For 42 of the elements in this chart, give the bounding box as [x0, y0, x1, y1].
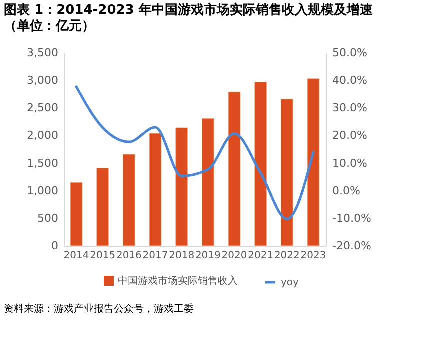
y2-tick-label: -10.0% — [332, 212, 372, 225]
y2-tick-label: 50.0% — [332, 46, 368, 60]
bar — [176, 128, 188, 246]
y-tick-label: 2,500 — [27, 102, 58, 115]
x-tick-label: 2023 — [300, 250, 326, 262]
y2-tick-label: -20.0% — [332, 240, 372, 252]
y2-tick-label: 20.0% — [332, 129, 368, 142]
bar — [149, 133, 162, 246]
x-tick-label: 2018 — [169, 250, 195, 262]
y-tick-label: 0 — [52, 240, 58, 252]
y-tick-label: 3,500 — [27, 46, 58, 60]
x-tick-label: 2019 — [195, 250, 221, 262]
text: 资料来源：游戏产业报告公众号，游戏工委 — [4, 303, 194, 315]
y2-tick-label: 30.0% — [332, 102, 368, 115]
bar — [254, 82, 268, 246]
y2-tick-label: 0.0% — [332, 184, 360, 198]
y-tick-label: 1,500 — [27, 156, 58, 170]
x-tick-label: 2021 — [248, 250, 274, 262]
y-tick-label: 3,000 — [27, 74, 58, 88]
y-tick-label: 1,000 — [27, 184, 58, 198]
y-tick-label: 500 — [38, 212, 58, 225]
x-tick-label: 2017 — [142, 250, 168, 262]
bar — [202, 118, 214, 246]
bar — [96, 168, 110, 246]
bar — [280, 99, 294, 246]
line-series — [75, 86, 315, 221]
legend-label: yoy — [281, 278, 300, 288]
y2-tick-label: 10.0% — [332, 156, 368, 170]
x-tick-label: 2015 — [90, 250, 116, 262]
bar — [228, 92, 241, 246]
chart-subtitle: （单位：亿元） — [4, 18, 95, 34]
y-tick-label: 2,000 — [27, 129, 58, 142]
x-tick-label: 2014 — [64, 250, 90, 262]
x-tick-label: 2020 — [222, 250, 248, 262]
x-tick-label: 2022 — [274, 250, 300, 262]
x-tick-label: 2016 — [116, 250, 142, 262]
bar — [70, 182, 83, 246]
chart-title: 图表 1：2014-2023 年中国游戏市场实际销售收入规模及增速 — [4, 2, 374, 18]
legend-label: 中国游戏市场实际销售收入 — [118, 275, 238, 287]
y2-tick-label: 40.0% — [332, 74, 368, 88]
bar — [307, 78, 320, 246]
bar — [122, 154, 136, 246]
